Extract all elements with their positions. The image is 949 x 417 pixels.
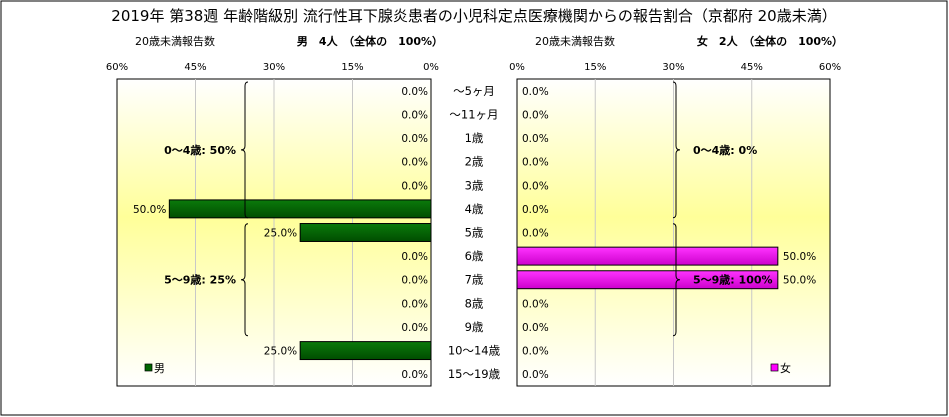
bar-female xyxy=(516,246,779,266)
data-label-male: 0.0% xyxy=(401,369,428,381)
data-label-female: 0.0% xyxy=(522,346,549,358)
data-label-male: 0.0% xyxy=(401,251,428,263)
group-brace xyxy=(240,223,249,337)
data-label-female: 50.0% xyxy=(783,275,816,287)
data-label-male: 0.0% xyxy=(401,133,428,145)
data-label-female: 0.0% xyxy=(522,204,549,216)
group-brace xyxy=(240,81,249,219)
data-label-female: 0.0% xyxy=(522,109,549,121)
group-label-female: 5～9歳: 100% xyxy=(693,273,773,287)
data-label-male: 0.0% xyxy=(401,180,428,192)
data-label-male: 0.0% xyxy=(401,157,428,169)
data-label-male: 0.0% xyxy=(401,322,428,334)
data-label-male: 25.0% xyxy=(264,346,297,358)
legend-male-swatch xyxy=(144,363,153,372)
data-label-male: 0.0% xyxy=(401,298,428,310)
left-header-label: 20歳未満報告数 xyxy=(135,35,215,48)
legend-female-label: 女 xyxy=(780,361,791,375)
group-label-male: 0～4歳: 50% xyxy=(164,143,236,157)
group-brace xyxy=(672,223,681,337)
right-header-label: 20歳未満報告数 xyxy=(535,35,615,48)
data-label-female: 0.0% xyxy=(522,133,549,145)
group-label-female: 0～4歳: 0% xyxy=(693,143,757,157)
x-tick-label: 15% xyxy=(341,62,363,73)
bar-female xyxy=(516,270,779,290)
x-tick-label: 60% xyxy=(819,62,841,73)
bar-male xyxy=(299,341,432,361)
bar-male xyxy=(168,199,432,219)
category-label: 6歳 xyxy=(465,249,484,263)
category-label: ～5ヶ月 xyxy=(453,84,495,98)
category-label: 7歳 xyxy=(465,273,484,287)
data-label-female: 0.0% xyxy=(522,228,549,240)
data-label-female: 0.0% xyxy=(522,180,549,192)
data-label-female: 50.0% xyxy=(783,251,816,263)
data-label-male: 25.0% xyxy=(264,228,297,240)
category-label: 1歳 xyxy=(465,131,484,145)
category-label: 4歳 xyxy=(465,202,484,216)
legend-female-swatch xyxy=(770,363,779,372)
x-tick-label: 15% xyxy=(584,62,606,73)
legend-male-label: 男 xyxy=(154,362,165,375)
data-label-male: 0.0% xyxy=(401,109,428,121)
category-label: 10～14歳 xyxy=(448,344,501,358)
category-label: ～11ヶ月 xyxy=(449,107,498,121)
data-label-male: 50.0% xyxy=(133,204,166,216)
data-label-male: 0.0% xyxy=(401,275,428,287)
x-tick-label: 30% xyxy=(662,62,684,73)
chart-title: 2019年 第38週 年齢階級別 流行性耳下腺炎患者の小児科定点医療機関からの報… xyxy=(111,7,836,25)
data-label-female: 0.0% xyxy=(522,157,549,169)
category-label: 9歳 xyxy=(465,320,484,334)
x-tick-label: 45% xyxy=(741,62,763,73)
right-header-count: 女 2人 （全体の 100%） xyxy=(697,34,843,48)
data-label-female: 0.0% xyxy=(522,369,549,381)
x-tick-label: 60% xyxy=(106,62,128,73)
category-label: 8歳 xyxy=(465,296,484,310)
data-label-female: 0.0% xyxy=(522,86,549,98)
x-tick-label: 0% xyxy=(509,62,525,73)
data-label-female: 0.0% xyxy=(522,298,549,310)
x-tick-label: 0% xyxy=(423,62,439,73)
left-header-count: 男 4人 （全体の 100%） xyxy=(297,34,443,48)
bar-male xyxy=(299,223,432,242)
x-tick-label: 45% xyxy=(184,62,206,73)
x-tick-label: 30% xyxy=(263,62,285,73)
category-label: 2歳 xyxy=(465,155,484,169)
category-label: 15～19歳 xyxy=(448,367,501,381)
group-brace xyxy=(672,81,681,219)
data-label-female: 0.0% xyxy=(522,322,549,334)
data-label-male: 0.0% xyxy=(401,86,428,98)
category-label: 3歳 xyxy=(465,178,484,192)
category-label: 5歳 xyxy=(465,226,484,240)
group-label-male: 5～9歳: 25% xyxy=(164,273,236,287)
